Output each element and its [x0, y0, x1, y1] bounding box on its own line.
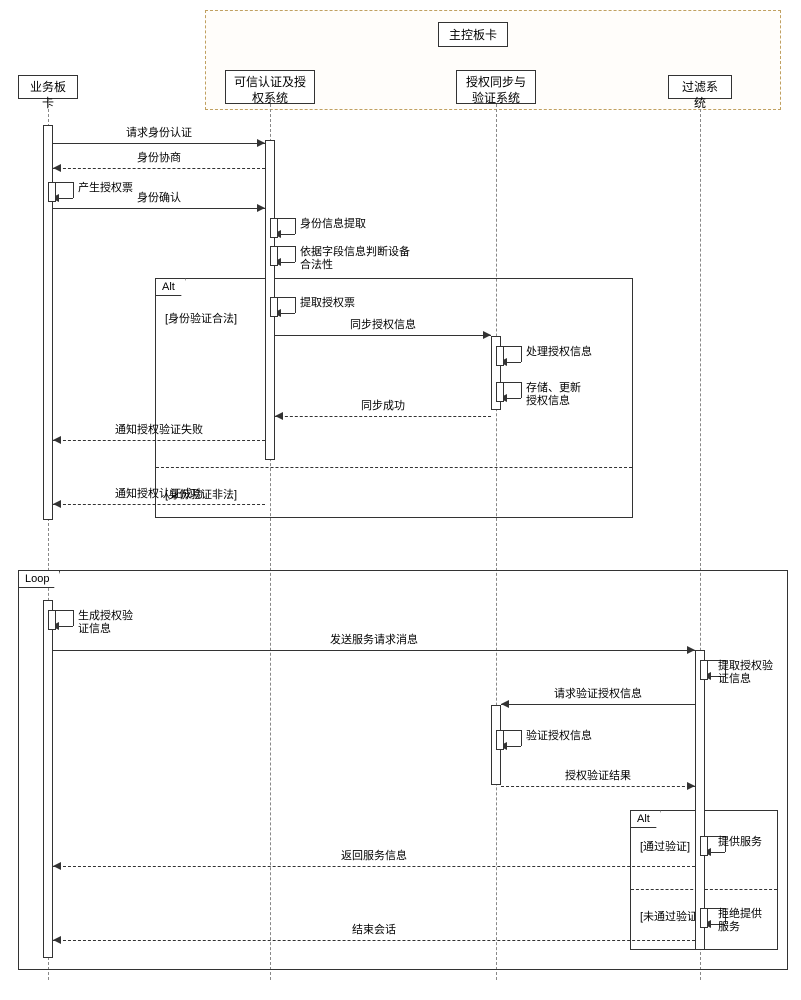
fragment-guard: [身份验证合法] — [165, 310, 237, 326]
message-label: 授权验证结果 — [528, 770, 668, 783]
fragment-guard: [未通过验证] — [640, 908, 701, 924]
message-label: 身份信息提取 — [300, 218, 366, 231]
lifeline-sync: 授权同步与 验证系统 — [456, 70, 536, 104]
message-label: 结束会话 — [304, 924, 444, 937]
message-label: 处理授权信息 — [526, 346, 592, 359]
message-label: 身份协商 — [89, 152, 229, 165]
lifeline-filter: 过滤系统 — [668, 75, 732, 99]
fragment-guard: [通过验证] — [640, 838, 690, 854]
fragment-tab: Alt — [155, 278, 186, 296]
message-label: 发送服务请求消息 — [304, 634, 444, 647]
group-title: 主控板卡 — [438, 22, 508, 47]
message-label: 提供服务 — [718, 836, 762, 849]
message-label: 身份确认 — [89, 192, 229, 205]
message-label: 提取授权票 — [300, 297, 355, 310]
lifeline-biz: 业务板卡 — [18, 75, 78, 99]
message-label: 生成授权验 证信息 — [78, 610, 133, 636]
message-label: 拒绝提供 服务 — [718, 908, 762, 934]
message-label: 同步成功 — [313, 400, 453, 413]
lifeline-trust: 可信认证及授 权系统 — [225, 70, 315, 104]
fragment-tab: Loop — [18, 570, 60, 588]
message-label: 通知授权验证失败 — [89, 424, 229, 437]
message-label: 提取授权验 证信息 — [718, 660, 773, 686]
message-label: 请求身份认证 — [89, 127, 229, 140]
message-label: 通知授权认证成功 — [89, 488, 229, 501]
message-label: 返回服务信息 — [304, 850, 444, 863]
message-label: 依据字段信息判断设备 合法性 — [300, 246, 410, 272]
message-label: 存储、更新 授权信息 — [526, 382, 581, 408]
message-label: 请求验证授权信息 — [528, 688, 668, 701]
message-label: 同步授权信息 — [313, 319, 453, 332]
fragment-tab: Alt — [630, 810, 661, 828]
message-label: 验证授权信息 — [526, 730, 592, 743]
